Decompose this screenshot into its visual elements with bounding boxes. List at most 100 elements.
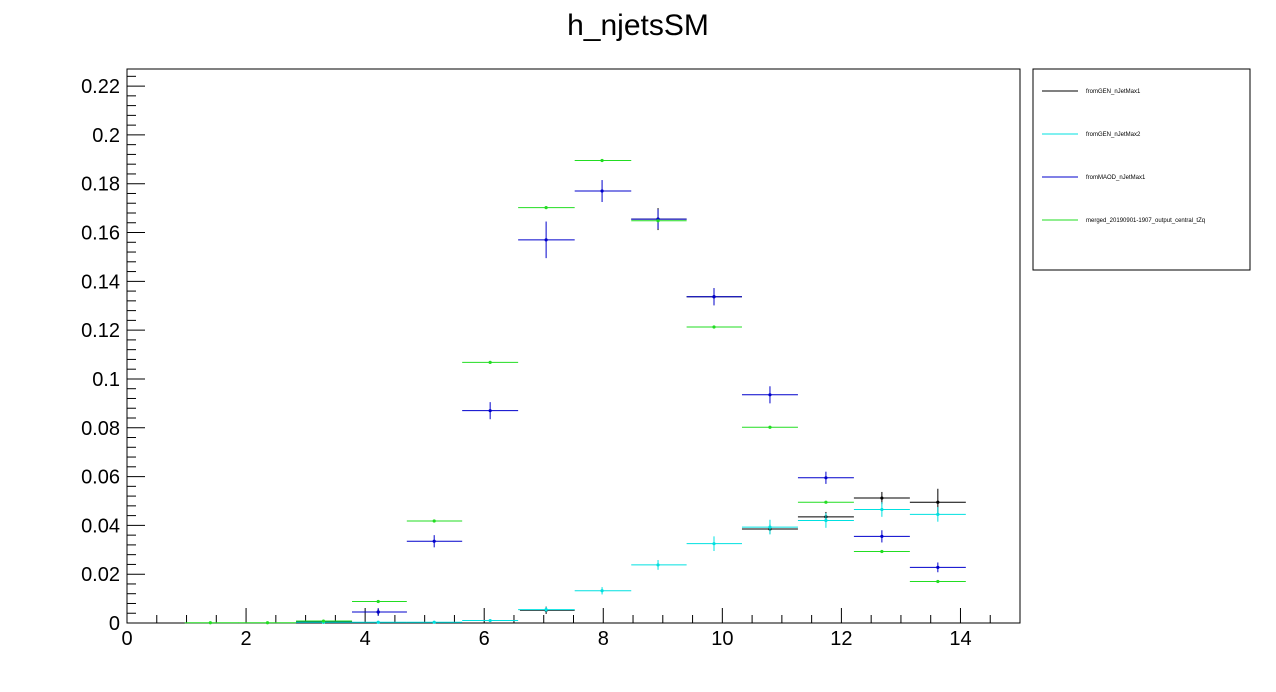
point-marker [321, 619, 326, 623]
y-tick-label: 0 [109, 613, 120, 635]
point-marker [208, 621, 212, 625]
x-tick-label: 4 [360, 628, 371, 650]
data-point [853, 491, 910, 505]
data-point [686, 536, 742, 552]
point-marker [656, 563, 660, 567]
data-point [909, 579, 966, 584]
point-marker [768, 525, 772, 529]
point-marker [376, 610, 380, 614]
point-marker [768, 425, 772, 429]
y-tick-label: 0.08 [81, 418, 120, 440]
data-point [631, 219, 687, 223]
x-tick-label: 6 [479, 628, 490, 650]
point-marker [488, 409, 492, 413]
data-point [631, 560, 687, 570]
data-point [574, 158, 632, 163]
data-point [797, 500, 854, 504]
point-marker [824, 476, 828, 480]
axes: 0 2 4 6 8 10 12 14 0 0.02 0.04 0.06 0.08 0.1 0.12 0.14 0… [81, 75, 1021, 650]
data-point [741, 519, 798, 535]
point-marker [936, 579, 940, 584]
legend-label: fromGEN_nJetMax1 [1086, 89, 1141, 95]
data-point [909, 507, 966, 522]
point-marker [432, 539, 436, 543]
x-tick-label: 10 [711, 628, 733, 650]
data-point [406, 620, 463, 624]
legend: fromGEN_nJetMax1 fromGEN_nJetMax2 fromMAOD… [1032, 68, 1251, 271]
data-point [574, 180, 632, 203]
point-marker [488, 618, 492, 623]
point-marker [376, 599, 380, 604]
point-marker [544, 607, 548, 612]
point-marker [656, 219, 660, 223]
data-point [686, 288, 742, 306]
data-point [853, 502, 910, 517]
point-marker [600, 589, 604, 593]
point-marker [376, 620, 380, 624]
legend-box [1032, 68, 1251, 271]
data-point [853, 549, 910, 554]
point-marker [600, 158, 604, 163]
point-marker [544, 238, 548, 242]
point-marker [936, 500, 940, 504]
point-marker [936, 565, 940, 569]
point-marker [432, 620, 436, 624]
y-tick-label: 0.14 [81, 271, 120, 293]
point-marker [432, 519, 436, 523]
series-layer [184, 158, 966, 625]
y-tick-label: 0.06 [81, 467, 120, 489]
data-point [462, 402, 519, 420]
data-point [741, 425, 798, 429]
data-point [909, 562, 966, 573]
data-point [406, 535, 463, 548]
point-marker [712, 325, 716, 329]
y-tick-label: 0.18 [81, 174, 120, 196]
data-point [853, 530, 910, 543]
point-marker [768, 393, 772, 397]
point-marker [544, 206, 548, 210]
series-4 [184, 158, 966, 625]
data-point [518, 607, 575, 613]
data-point [238, 621, 297, 625]
legend-entry: fromMAOD_nJetMax1 [1042, 175, 1146, 181]
legend-label: fromMAOD_nJetMax1 [1086, 175, 1146, 181]
data-point [352, 599, 407, 604]
legend-entry: fromGEN_nJetMax1 [1042, 89, 1141, 95]
point-marker [880, 534, 884, 538]
x-tick-label: 12 [830, 628, 852, 650]
legend-entry: merged_20190901-1907_output_central_tZq [1042, 218, 1205, 224]
y-tick-label: 0.16 [81, 223, 120, 245]
plot-frame [126, 68, 1021, 624]
y-tick-label: 0.2 [92, 125, 120, 147]
data-point [296, 619, 353, 623]
y-tick-label: 0.12 [81, 320, 120, 342]
point-marker [600, 189, 604, 193]
data-point [352, 620, 407, 624]
x-tick-label: 0 [121, 628, 132, 650]
chart-title: h_njetsSM [567, 9, 709, 42]
data-point [686, 325, 742, 329]
x-tick-label: 14 [949, 628, 971, 650]
data-point [741, 386, 798, 404]
point-marker [712, 542, 716, 546]
point-marker [824, 500, 828, 504]
data-point [518, 206, 575, 210]
data-point [631, 209, 687, 229]
point-marker [880, 496, 884, 500]
point-marker [880, 549, 884, 554]
data-point [797, 471, 854, 484]
data-point [518, 221, 575, 259]
y-tick-label: 0.22 [81, 76, 120, 98]
series-1 [296, 208, 966, 624]
point-marker [265, 621, 270, 625]
data-point [406, 519, 463, 523]
x-tick-label: 2 [241, 628, 252, 650]
data-point [184, 621, 239, 625]
point-marker [880, 507, 884, 512]
series-2 [296, 502, 966, 624]
point-marker [936, 512, 940, 516]
data-point [352, 608, 407, 616]
point-marker [488, 360, 492, 364]
data-point [574, 587, 632, 595]
